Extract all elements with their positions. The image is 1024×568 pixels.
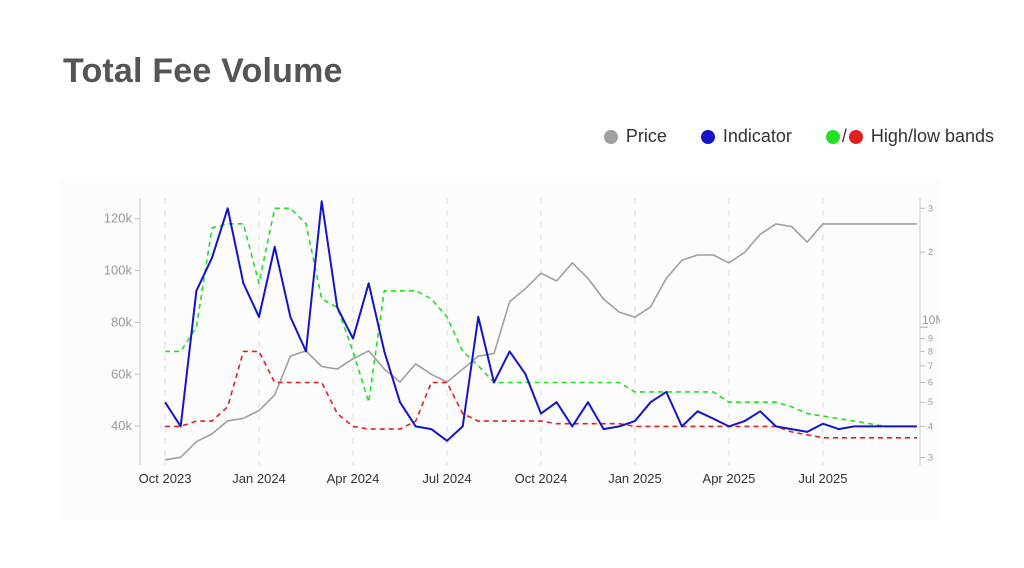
price-dot-icon <box>603 129 618 144</box>
x-tick-label: Apr 2024 <box>327 471 380 486</box>
chart-area: Oct 2023 Jan 2024 Apr 2024 Jul 2024 Oct 2024… <box>60 180 945 520</box>
legend-bands-label: High/low bands <box>870 126 994 146</box>
x-tick-label: Jul 2025 <box>798 471 847 486</box>
x-tick-label: Oct 2024 <box>515 471 568 486</box>
legend-item-bands[interactable]: / High/low bands <box>825 126 994 147</box>
x-tick-label: Apr 2025 <box>703 471 756 486</box>
low-band-dot-icon <box>848 129 863 144</box>
chart-legend: Price Indicator / High/low bands <box>603 126 994 147</box>
left-tick-label: 40k <box>111 418 132 433</box>
high-band-series-line <box>165 207 917 428</box>
indicator-dot-icon <box>700 129 715 144</box>
right-minor-tick-label: 9 <box>928 334 933 344</box>
right-minor-tick-label: 6 <box>928 378 933 388</box>
chart-svg: Oct 2023 Jan 2024 Apr 2024 Jul 2024 Oct 2024… <box>104 198 945 486</box>
right-minor-tick-label: 8 <box>928 346 933 356</box>
price-series-line <box>164 223 917 461</box>
right-minor-tick-label: 7 <box>928 361 933 371</box>
left-tick-label: 120k <box>104 211 133 226</box>
chart-title: Total Fee Volume <box>63 52 343 90</box>
legend-price-label: Price <box>625 126 667 146</box>
high-band-dot-icon <box>825 129 840 144</box>
right-major-tick-label: 10M <box>922 313 940 327</box>
indicator-series-line <box>164 200 917 442</box>
right-minor-tick-label: 4 <box>928 421 933 431</box>
right-minor-tick-label: 3 <box>928 203 933 213</box>
right-minor-tick-label: 3 <box>928 453 933 463</box>
legend-item-indicator[interactable]: Indicator <box>700 126 792 147</box>
x-tick-label: Jan 2025 <box>608 471 662 486</box>
x-tick-label: Jul 2024 <box>422 471 471 486</box>
left-tick-label: 60k <box>111 366 132 381</box>
x-tick-label: Oct 2023 <box>139 471 192 486</box>
right-minor-tick-label: 2 <box>928 247 933 257</box>
legend-slash: / <box>841 126 847 146</box>
left-tick-label: 100k <box>104 263 133 278</box>
right-minor-tick-label: 5 <box>928 397 933 407</box>
low-band-series-line <box>165 350 917 439</box>
x-tick-label: Jan 2024 <box>232 471 285 486</box>
legend-indicator-label: Indicator <box>722 126 792 146</box>
left-tick-label: 80k <box>111 314 132 329</box>
legend-item-price[interactable]: Price <box>603 126 667 147</box>
